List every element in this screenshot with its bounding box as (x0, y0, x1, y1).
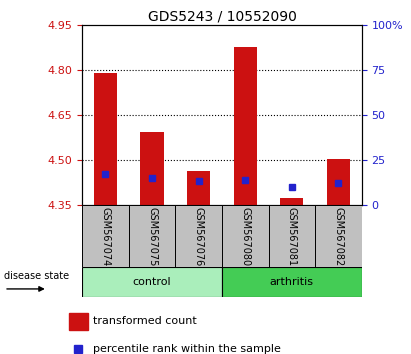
Text: GSM567082: GSM567082 (333, 207, 343, 266)
Bar (327, 159, 350, 205)
Text: GSM567081: GSM567081 (287, 207, 297, 266)
Bar (187, 171, 210, 205)
Bar (82, 205, 129, 267)
Bar (94, 73, 117, 205)
Text: GSM567080: GSM567080 (240, 207, 250, 266)
Text: arthritis: arthritis (270, 277, 314, 287)
Bar (69, 313, 88, 330)
Bar (222, 205, 268, 267)
Bar (315, 205, 362, 267)
Bar (233, 47, 257, 205)
Text: control: control (133, 277, 171, 287)
Text: GSM567076: GSM567076 (194, 207, 203, 266)
Bar (268, 205, 315, 267)
Text: transformed count: transformed count (93, 316, 197, 326)
Text: percentile rank within the sample: percentile rank within the sample (93, 344, 281, 354)
Bar (82, 267, 222, 297)
Bar (280, 198, 303, 205)
Text: GSM567074: GSM567074 (101, 207, 111, 266)
Text: disease state: disease state (4, 271, 69, 281)
Bar (222, 267, 362, 297)
Bar (141, 132, 164, 205)
Bar (129, 205, 175, 267)
Text: GSM567075: GSM567075 (147, 207, 157, 266)
Title: GDS5243 / 10552090: GDS5243 / 10552090 (148, 10, 296, 24)
Bar (175, 205, 222, 267)
